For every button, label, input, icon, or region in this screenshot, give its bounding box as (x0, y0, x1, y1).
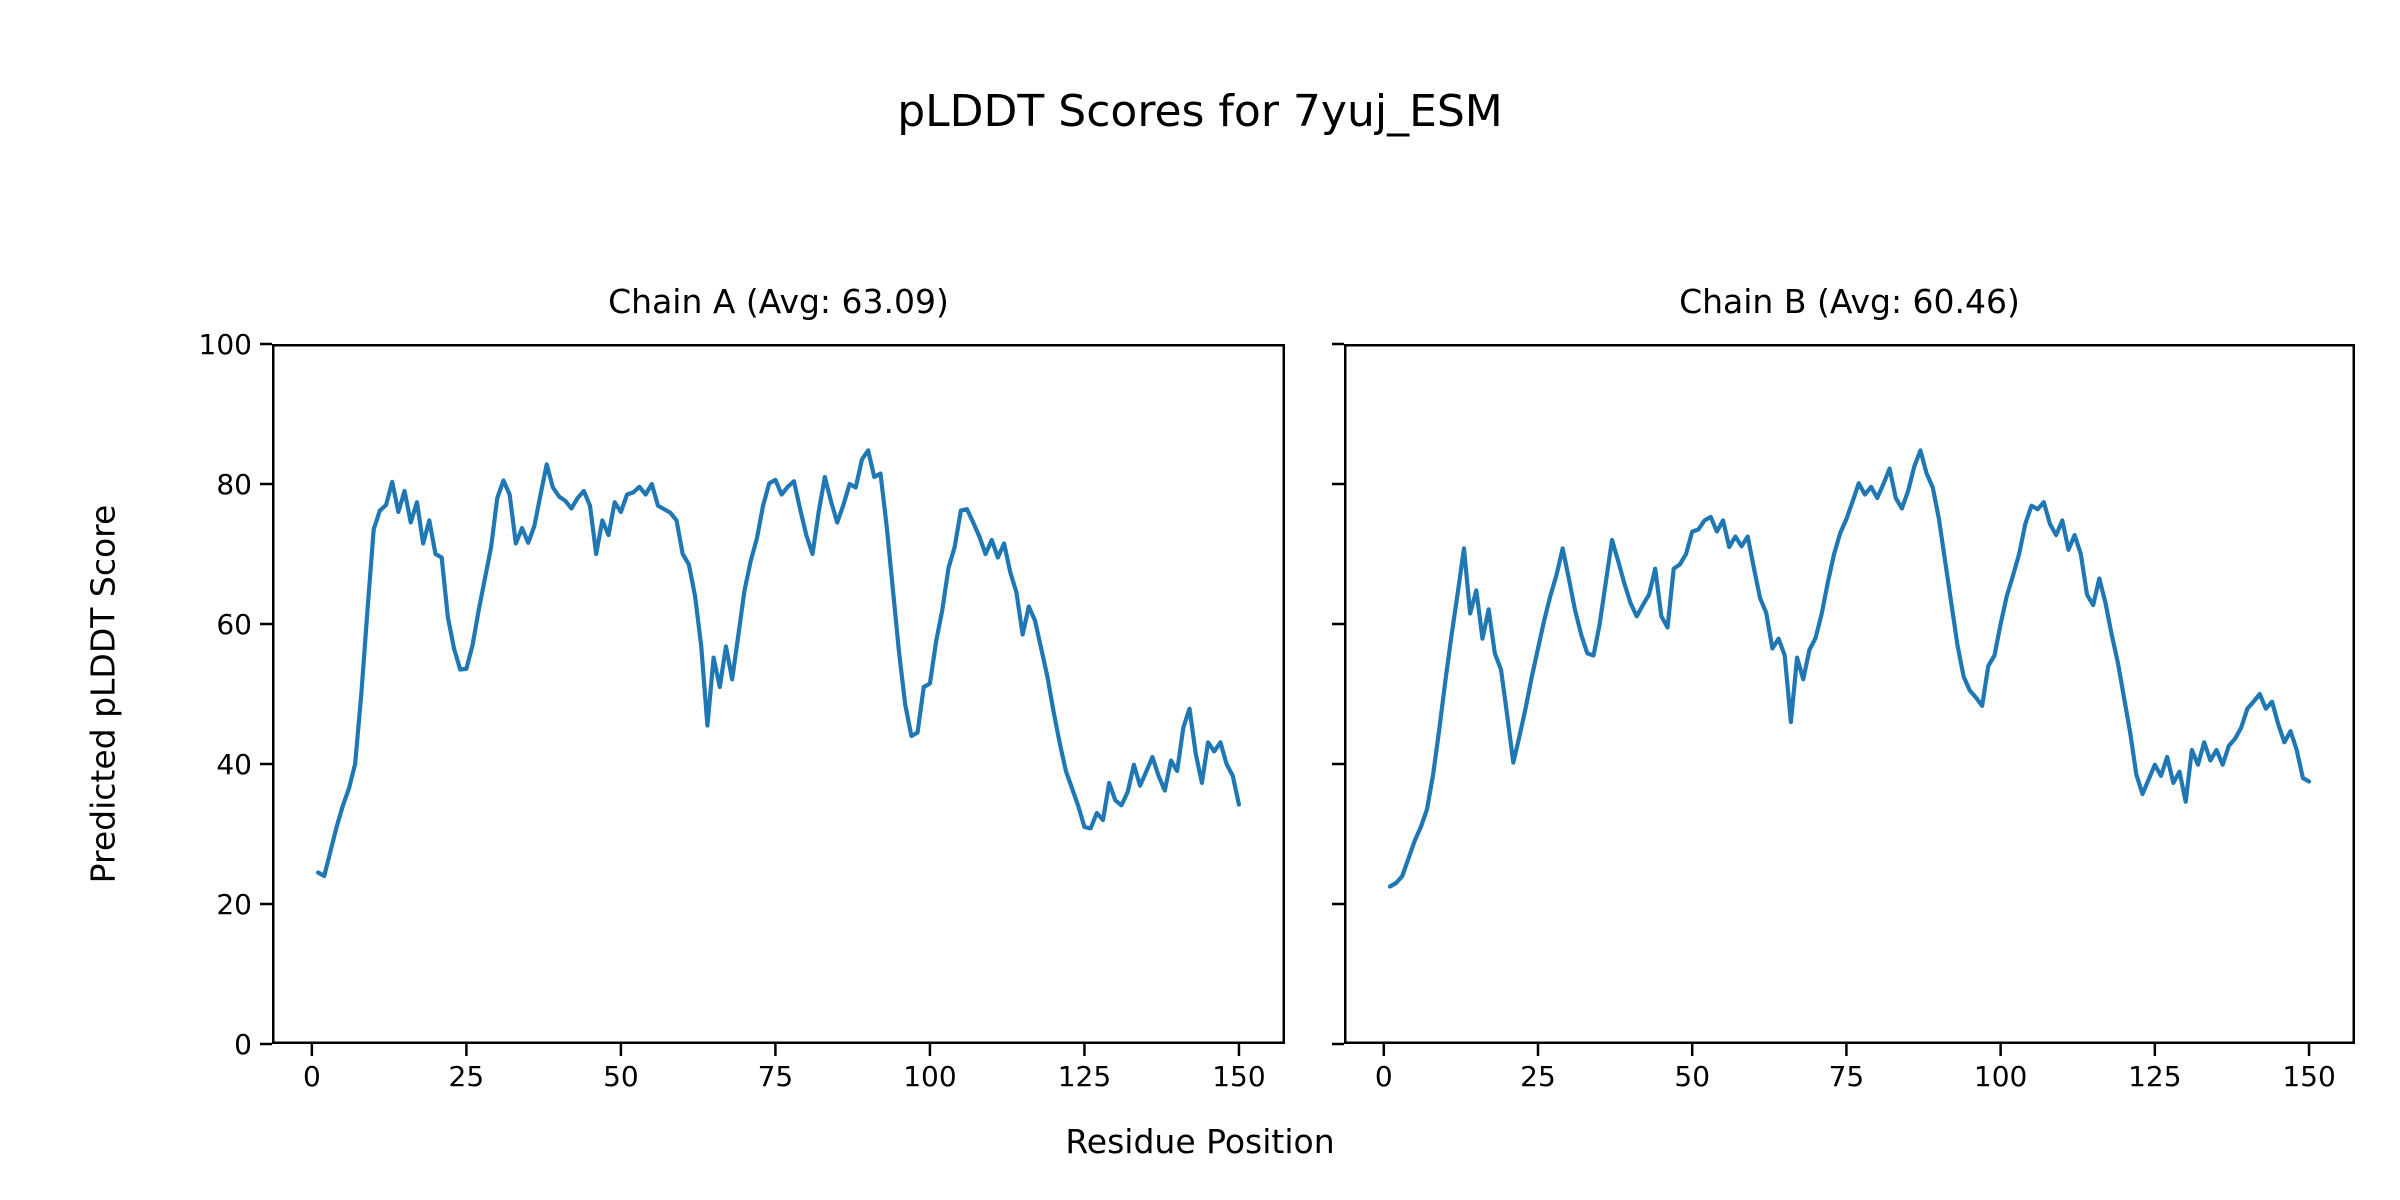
chain-a-line-chart: 0 25 50 75 100 125 150 0 20 40 60 80 100 (199, 328, 1285, 1093)
x-tick-label: 25 (449, 1060, 485, 1093)
x-tick-label: 125 (2128, 1060, 2181, 1093)
x-axis-label: Residue Position (1065, 1122, 1335, 1161)
axes-spines (272, 344, 1285, 1044)
x-tick-label: 125 (1058, 1060, 1111, 1093)
x-tick-label: 0 (1375, 1060, 1393, 1093)
y-axis-label: Predicted pLDDT Score (83, 504, 123, 884)
figure-title: pLDDT Scores for 7yuj_ESM (897, 86, 1503, 137)
x-tick-label: 100 (903, 1060, 956, 1093)
y-tick-label: 100 (199, 328, 252, 361)
x-tick-label: 150 (2282, 1060, 2335, 1093)
y-tick-label: 80 (216, 468, 252, 501)
plddt-line-chain-b (1387, 448, 2312, 889)
axes-spines (1344, 344, 2355, 1044)
x-tick-label: 50 (603, 1060, 639, 1093)
y-tick-label: 40 (216, 748, 252, 781)
x-tick-label: 75 (758, 1060, 794, 1093)
y-tick-label: 20 (216, 888, 252, 921)
x-tick-label: 50 (1674, 1060, 1710, 1093)
x-tick-label: 100 (1974, 1060, 2027, 1093)
chain-a-axes: Chain A (Avg: 63.09) 0 25 50 75 100 125 150 0 20… (199, 282, 1285, 1093)
chain-b-line-chart: 0 25 50 75 100 125 150 (1332, 342, 2355, 1093)
y-tick-label: 60 (216, 608, 252, 641)
x-tick-label: 25 (1520, 1060, 1556, 1093)
plddt-line-chain-a (315, 448, 1242, 879)
x-tick-label: 0 (303, 1060, 321, 1093)
x-tick-label: 150 (1212, 1060, 1265, 1093)
chain-a-title: Chain A (Avg: 63.09) (608, 282, 949, 321)
chain-b-axes: Chain B (Avg: 60.46) 0 25 50 75 100 125 150 (1332, 282, 2355, 1093)
chain-b-title: Chain B (Avg: 60.46) (1679, 282, 2020, 321)
x-tick-label: 75 (1829, 1060, 1865, 1093)
y-tick-label: 0 (234, 1028, 252, 1061)
